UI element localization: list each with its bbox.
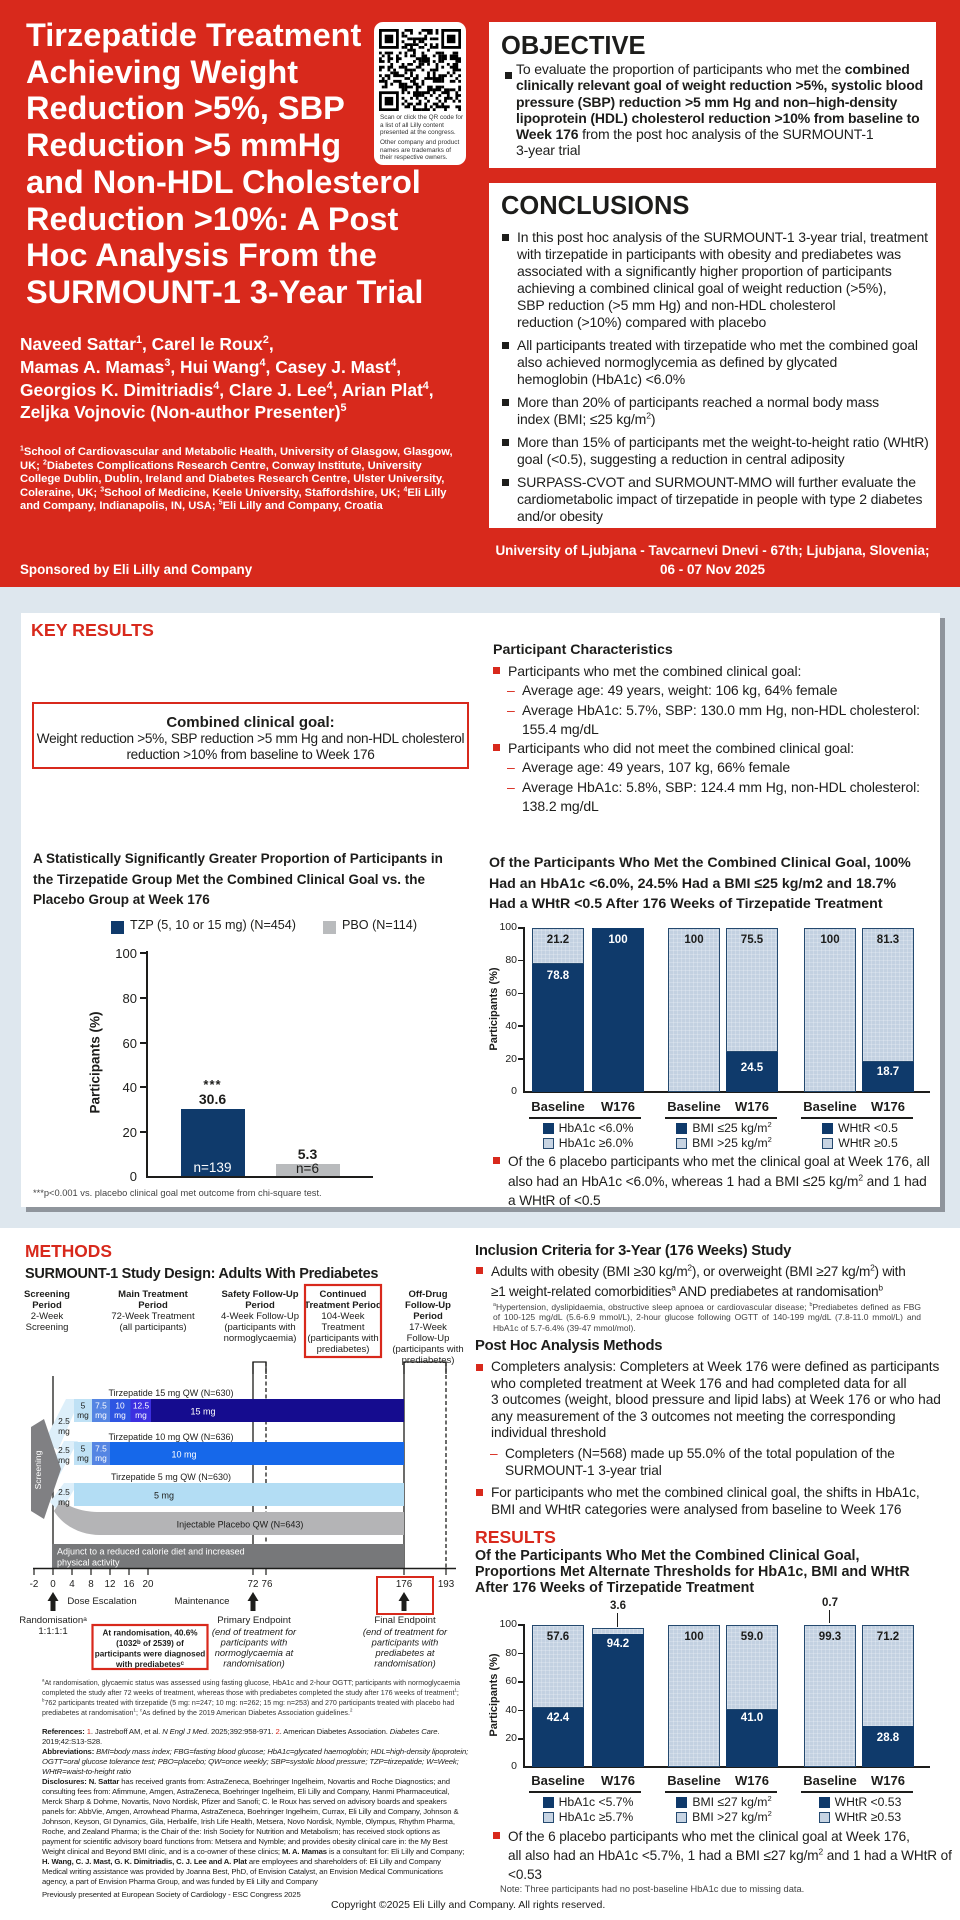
svg-text:2.5: 2.5 (58, 1445, 70, 1455)
svg-text:Injectable Placebo QW (N=643): Injectable Placebo QW (N=643) (177, 1520, 304, 1530)
svg-text:Follow-Up: Follow-Up (407, 1333, 450, 1344)
svg-text:Main Treatment: Main Treatment (118, 1289, 189, 1300)
svg-text:prediabetes at: prediabetes at (375, 1648, 435, 1658)
svg-text:At randomisation, 40.6%: At randomisation, 40.6% (102, 1629, 198, 1638)
svg-text:prediabetes): prediabetes) (317, 1344, 370, 1355)
svg-text:randomisation): randomisation) (223, 1659, 285, 1669)
svg-text:mg: mg (77, 1410, 89, 1420)
svg-text:15 mg: 15 mg (190, 1407, 215, 1417)
svg-text:2.5: 2.5 (58, 1416, 70, 1426)
svg-text:5: 5 (81, 1444, 86, 1454)
svg-text:(end of treatment for: (end of treatment for (363, 1627, 448, 1637)
svg-text:mg: mg (58, 1497, 70, 1507)
svg-text:Safety Follow-Up: Safety Follow-Up (221, 1289, 298, 1300)
svg-text:Screening: Screening (26, 1322, 69, 1333)
svg-text:Tirzepatide 5 mg QW (N=630): Tirzepatide 5 mg QW (N=630) (111, 1472, 231, 1482)
svg-text:participants were diagnosed: participants were diagnosed (95, 1650, 206, 1659)
svg-text:Period: Period (245, 1300, 275, 1311)
svg-text:12.5: 12.5 (133, 1401, 150, 1411)
svg-text:2.5: 2.5 (58, 1487, 70, 1497)
svg-text:prediabetes): prediabetes) (402, 1355, 455, 1366)
svg-text:Follow-Up: Follow-Up (405, 1300, 451, 1311)
svg-text:12: 12 (105, 1579, 116, 1590)
svg-text:72: 72 (248, 1579, 259, 1590)
svg-text:(1032b of 2539) of: (1032b of 2539) of (116, 1639, 184, 1648)
svg-text:Dose Escalation: Dose Escalation (67, 1596, 136, 1607)
svg-text:mg: mg (114, 1410, 126, 1420)
svg-text:mg: mg (77, 1453, 89, 1463)
svg-text:8: 8 (88, 1579, 94, 1590)
svg-text:mg: mg (95, 1410, 107, 1420)
svg-text:Tirzepatide 15 mg QW (N=630): Tirzepatide 15 mg QW (N=630) (109, 1388, 234, 1398)
svg-text:7.5: 7.5 (95, 1444, 107, 1454)
svg-text:Treatment Period: Treatment Period (304, 1300, 382, 1311)
svg-text:Final Endpoint: Final Endpoint (374, 1615, 436, 1626)
svg-text:104-Week: 104-Week (321, 1311, 364, 1322)
svg-text:(participants with: (participants with (224, 1322, 295, 1333)
svg-text:randomisation): randomisation) (374, 1659, 436, 1669)
svg-text:mg: mg (95, 1453, 107, 1463)
svg-text:mg: mg (135, 1410, 147, 1420)
svg-text:10 mg: 10 mg (171, 1450, 196, 1460)
svg-text:Period: Period (32, 1300, 62, 1311)
svg-text:Tirzepatide 10 mg QW (N=636): Tirzepatide 10 mg QW (N=636) (109, 1432, 234, 1442)
svg-text:20: 20 (143, 1579, 154, 1590)
svg-text:mg: mg (58, 1455, 70, 1465)
svg-text:0: 0 (50, 1579, 56, 1590)
svg-text:Period: Period (413, 1311, 443, 1322)
svg-text:Period: Period (138, 1300, 168, 1311)
svg-text:(end of treatment for: (end of treatment for (212, 1627, 297, 1637)
svg-text:Screening: Screening (24, 1289, 70, 1300)
svg-text:17-Week: 17-Week (409, 1322, 447, 1333)
svg-text:193: 193 (438, 1579, 455, 1590)
svg-text:-2: -2 (30, 1579, 39, 1590)
svg-text:Primary Endpoint: Primary Endpoint (217, 1615, 291, 1626)
svg-text:normoglycaemia): normoglycaemia) (224, 1333, 297, 1344)
svg-text:72-Week Treatment: 72-Week Treatment (111, 1311, 195, 1322)
svg-text:5 mg: 5 mg (154, 1491, 174, 1501)
svg-text:with prediabetesc: with prediabetesc (115, 1660, 185, 1669)
svg-text:7.5: 7.5 (95, 1401, 107, 1411)
svg-text:Maintenance: Maintenance (175, 1596, 230, 1607)
svg-text:Continued: Continued (320, 1289, 367, 1300)
svg-text:Adjunct to a reduced calorie d: Adjunct to a reduced calorie diet and in… (57, 1547, 245, 1557)
svg-text:4: 4 (69, 1579, 75, 1590)
svg-text:Screening: Screening (33, 1450, 43, 1489)
svg-text:normoglycaemia at: normoglycaemia at (215, 1648, 294, 1658)
svg-text:5: 5 (81, 1401, 86, 1411)
svg-text:16: 16 (124, 1579, 135, 1590)
svg-text:mg: mg (58, 1426, 70, 1436)
svg-text:4-Week Follow-Up: 4-Week Follow-Up (221, 1311, 299, 1322)
svg-text:1:1:1:1: 1:1:1:1 (38, 1626, 67, 1637)
svg-text:(participants with: (participants with (392, 1344, 463, 1355)
svg-text:Randomisationa: Randomisationa (19, 1615, 87, 1626)
svg-text:participants with: participants with (371, 1638, 439, 1648)
svg-text:Treatment: Treatment (322, 1322, 365, 1333)
svg-text:10: 10 (115, 1401, 125, 1411)
svg-text:physical activity: physical activity (57, 1558, 120, 1568)
svg-text:176: 176 (396, 1579, 413, 1590)
svg-text:(all participants): (all participants) (119, 1322, 186, 1333)
svg-text:2-Week: 2-Week (31, 1311, 64, 1322)
svg-text:76: 76 (262, 1579, 273, 1590)
svg-text:(participants with: (participants with (307, 1333, 378, 1344)
svg-text:Off-Drug: Off-Drug (408, 1289, 447, 1300)
svg-text:participants with: participants with (220, 1638, 288, 1648)
